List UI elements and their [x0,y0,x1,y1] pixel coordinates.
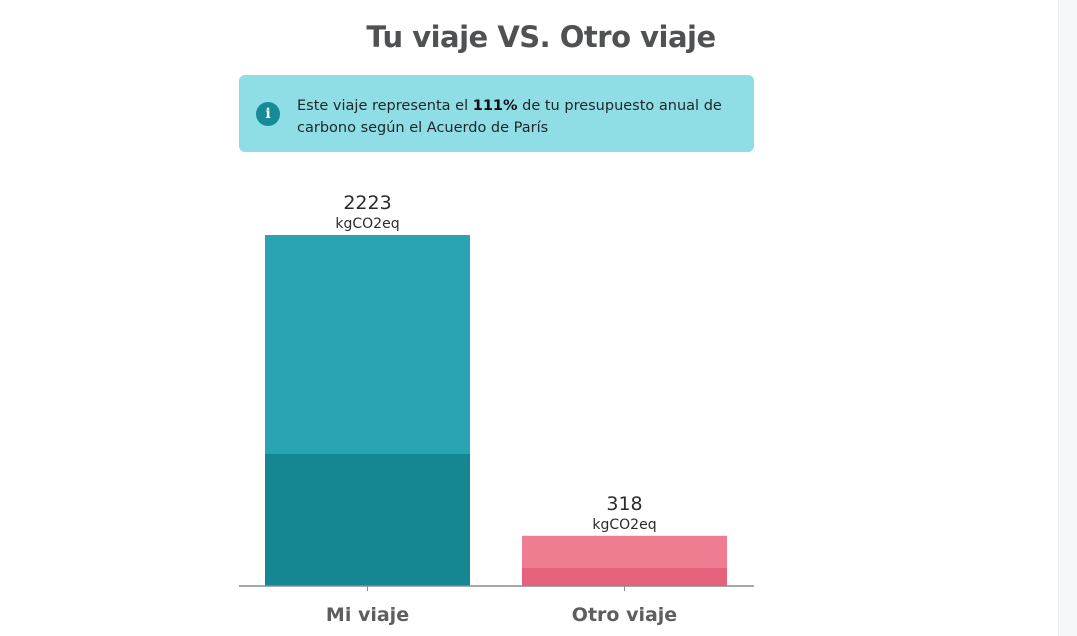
category-label-2: Otro viaje [572,604,677,626]
bar-segment-lower-2 [522,567,727,586]
unit-label-1: kgCO2eq [335,216,399,232]
category-label-1: Mi viaje [326,604,409,626]
info-icon: i [256,102,280,126]
info-text: Este viaje representa el 111% de tu pres… [297,95,737,139]
info-banner: i Este viaje representa el 111% de tu pr… [239,75,754,152]
info-highlight: 111% [472,98,518,114]
bar-segment-lower-1 [265,453,470,586]
value-label-2: 318 [606,493,642,515]
bar-segment-upper-2 [522,535,727,568]
right-gutter [1058,0,1077,636]
info-text-after: de tu presupuesto anual de carbono según… [297,98,722,136]
info-text-before: Este viaje representa el [297,98,473,114]
bar-segment-upper-1 [265,235,470,454]
value-label-1: 2223 [343,192,391,214]
unit-label-2: kgCO2eq [592,517,656,533]
chart-title: Tu viaje VS. Otro viaje [366,20,716,54]
